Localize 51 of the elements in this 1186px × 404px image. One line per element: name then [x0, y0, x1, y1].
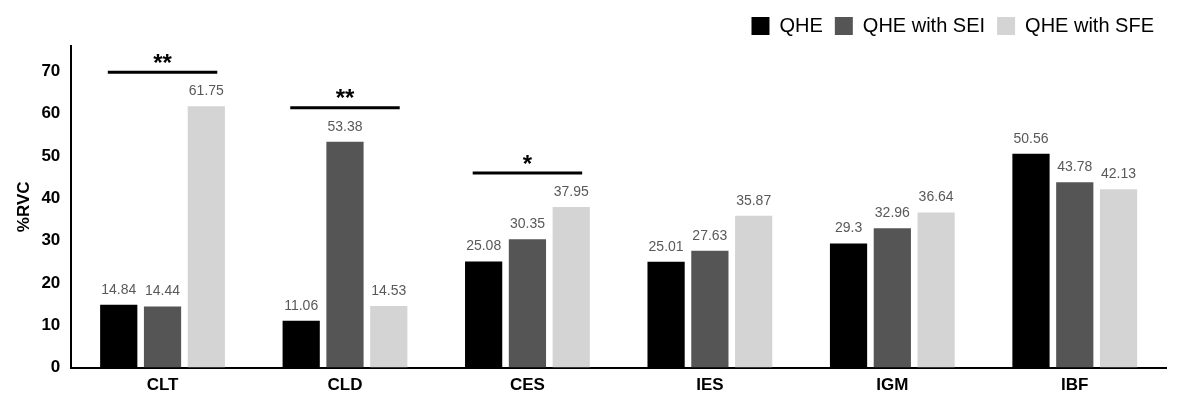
bar [735, 215, 773, 368]
y-tick-label: 20 [41, 272, 61, 292]
data-label: 50.56 [1013, 129, 1049, 146]
data-label: 30.35 [509, 215, 546, 232]
x-tick-label: CLD [327, 375, 363, 395]
y-tick-label: 30 [41, 230, 61, 250]
data-label: 14.84 [101, 280, 137, 297]
data-label: 14.44 [145, 282, 181, 299]
y-tick-label: 10 [41, 314, 61, 334]
y-tick-label: 60 [41, 103, 61, 123]
bar [326, 141, 364, 368]
data-label: 61.75 [188, 82, 225, 99]
bar [508, 239, 547, 368]
data-label: 35.87 [736, 191, 772, 208]
annotation: * [522, 149, 533, 177]
bar [1056, 182, 1094, 368]
annotation: ** [153, 48, 173, 76]
bar [691, 250, 729, 368]
data-label: 27.63 [692, 226, 728, 243]
data-label: 25.01 [648, 237, 684, 254]
x-tick-label: IES [696, 375, 724, 395]
bar [917, 212, 955, 368]
data-label: 43.78 [1057, 158, 1093, 175]
data-label: 53.38 [327, 117, 363, 134]
y-tick-label: 40 [41, 188, 61, 208]
data-label: 32.96 [874, 203, 911, 220]
y-tick-label: 70 [41, 61, 61, 81]
x-tick-label: IBF [1061, 375, 1089, 395]
bar [143, 306, 182, 368]
data-label: 11.06 [284, 296, 319, 313]
x-tick-label: CES [509, 375, 545, 395]
legend-label: QHE with SEI [862, 13, 986, 36]
bar [873, 228, 911, 368]
annotation: ** [335, 84, 355, 112]
bar [552, 207, 590, 368]
data-label: 25.08 [466, 237, 502, 254]
data-label: 42.13 [1101, 165, 1137, 182]
bar [370, 306, 408, 368]
legend-label: QHE with SFE [1025, 13, 1155, 36]
data-label: 14.53 [371, 281, 407, 298]
data-label: 37.95 [553, 182, 589, 199]
bar [1099, 189, 1138, 368]
bar [187, 106, 225, 368]
y-tick-label: 50 [41, 145, 61, 165]
x-tick-label: CLT [146, 375, 180, 395]
x-tick-label: IGM [876, 375, 909, 395]
data-label: 36.64 [918, 188, 954, 205]
legend-label: QHE [779, 13, 823, 36]
data-label: 29.3 [834, 219, 863, 236]
y-tick-label: 0 [50, 357, 61, 377]
y-axis-title: %RVC [13, 181, 33, 233]
